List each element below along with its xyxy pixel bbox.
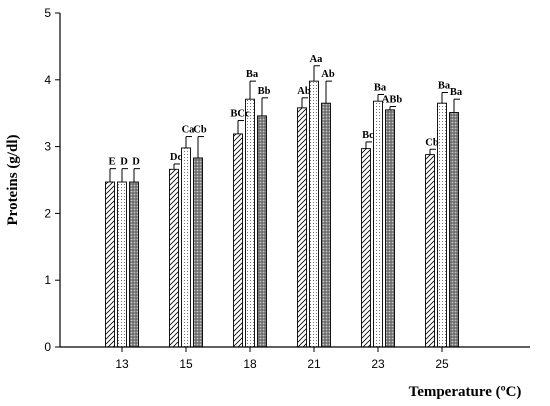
bar <box>297 107 307 348</box>
bar <box>425 154 435 348</box>
significance-letter: Bb <box>258 86 271 97</box>
significance-letter: Ba <box>246 69 259 80</box>
x-tick-label: 13 <box>115 357 129 371</box>
bar <box>449 112 459 348</box>
bar <box>245 98 255 348</box>
x-tick-label: 21 <box>307 357 321 371</box>
x-tick-label: 15 <box>179 357 193 371</box>
bars-layer <box>105 80 459 348</box>
significance-letter: D <box>132 157 140 168</box>
significance-letter: Cb <box>193 125 207 136</box>
x-axis-ticks: 13 15 18 21 23 25 <box>115 347 449 371</box>
significance-letter: Ca <box>182 125 196 136</box>
bar <box>321 102 331 348</box>
y-tick-label: 3 <box>44 140 51 154</box>
bar <box>169 168 179 348</box>
bar <box>105 181 115 348</box>
y-axis-title: Proteins (g/dl) <box>5 135 21 226</box>
bar <box>233 133 243 348</box>
y-tick-label: 1 <box>44 273 51 287</box>
bar <box>193 157 203 348</box>
x-axis-title: Temperature (ºC) <box>409 384 522 400</box>
bar <box>117 181 127 348</box>
significance-letter: Ba <box>374 82 387 93</box>
x-tick-label: 18 <box>243 357 257 371</box>
significance-letter: E <box>108 157 115 168</box>
x-tick-label: 25 <box>435 357 449 371</box>
bar <box>181 147 191 348</box>
x-tick-label: 23 <box>371 357 385 371</box>
y-tick-label: 5 <box>44 6 51 20</box>
significance-letter: Ba <box>450 87 463 98</box>
bar <box>437 102 447 348</box>
bar <box>373 100 383 348</box>
y-axis-ticks: 0 1 2 3 4 5 <box>44 6 60 354</box>
significance-letter: D <box>120 157 128 168</box>
y-tick-label: 4 <box>44 73 51 87</box>
significance-letter: Bc <box>362 130 374 141</box>
bar <box>309 80 319 348</box>
bar <box>385 109 395 348</box>
significance-letter: BCc <box>230 109 250 120</box>
significance-letter: Aa <box>310 54 324 65</box>
y-tick-label: 2 <box>44 206 51 220</box>
significance-letter: Dc <box>170 152 183 163</box>
bar <box>129 181 139 348</box>
significance-letter: ABb <box>382 95 403 106</box>
bar <box>361 148 371 348</box>
significance-letter: Cb <box>425 137 439 148</box>
bar <box>257 115 267 348</box>
y-tick-label: 0 <box>44 340 51 354</box>
error-bars-layer <box>109 65 460 183</box>
significance-letter: Ab <box>321 69 335 80</box>
significance-letter: Ab <box>297 86 311 97</box>
significance-letter: Ba <box>438 80 451 91</box>
